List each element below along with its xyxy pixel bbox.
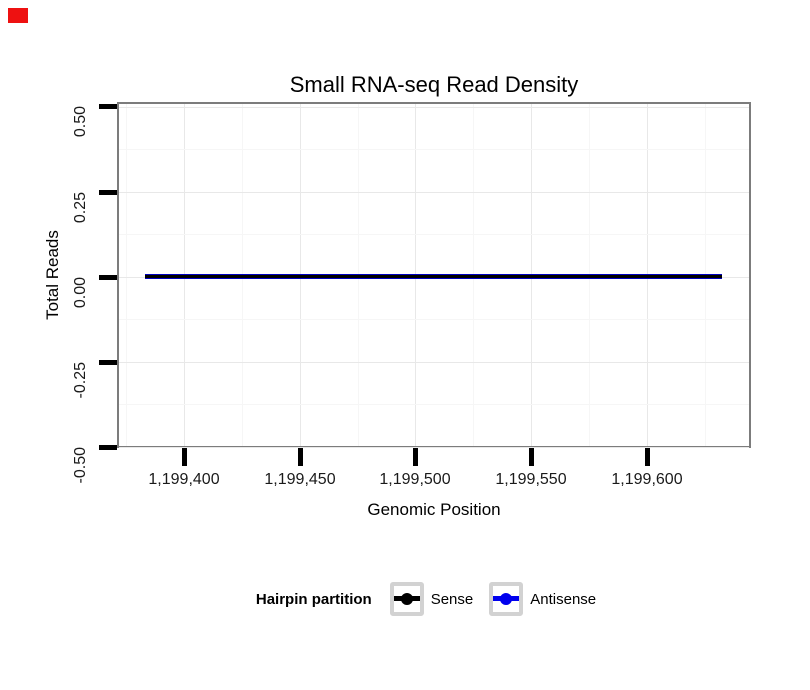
legend-key-sense [389, 582, 424, 616]
gridline [119, 107, 749, 108]
x-tick-label: 1,199,400 [148, 471, 220, 488]
gridline [119, 234, 749, 235]
data-line-sense [145, 275, 722, 278]
chart-title: Small RNA-seq Read Density [289, 72, 579, 97]
gridline [119, 362, 749, 363]
y-tick-label: 0.50 [72, 106, 89, 138]
legend-label-sense: Sense [430, 590, 474, 608]
legend: Hairpin partition Sense Antisense [117, 582, 751, 616]
y-tick [99, 445, 117, 450]
y-tick-label: 0.25 [72, 192, 89, 224]
x-tick [529, 448, 534, 466]
x-tick-label: 1,199,450 [264, 471, 336, 488]
legend-title: Hairpin partition [255, 590, 372, 608]
y-tick [99, 190, 117, 195]
sense-point-icon [400, 593, 413, 605]
gridline [119, 319, 749, 320]
red-corner-marker [8, 8, 28, 23]
x-tick-label: 1,199,500 [379, 471, 451, 488]
y-axis-title: Total Reads [43, 230, 62, 320]
gridline [119, 447, 749, 448]
y-tick [99, 360, 117, 365]
gridline [126, 104, 127, 446]
x-tick [182, 448, 187, 466]
legend-label-antisense: Antisense [530, 590, 597, 608]
x-axis-title: Genomic Position [367, 500, 501, 519]
y-tick-label: -0.50 [72, 447, 89, 484]
gridline [119, 149, 749, 150]
plot-panel [117, 102, 751, 448]
x-tick-label: 1,199,550 [495, 471, 567, 488]
y-tick-label: -0.25 [72, 362, 89, 399]
x-tick [298, 448, 303, 466]
y-tick [99, 104, 117, 109]
x-tick-label: 1,199,600 [611, 471, 683, 488]
legend-key-antisense [489, 582, 524, 616]
gridline [119, 192, 749, 193]
antisense-point-icon [500, 593, 513, 605]
x-tick [645, 448, 650, 466]
x-tick [413, 448, 418, 466]
y-tick-label: 0.00 [72, 277, 89, 309]
gridline [119, 404, 749, 405]
y-tick [99, 275, 117, 280]
